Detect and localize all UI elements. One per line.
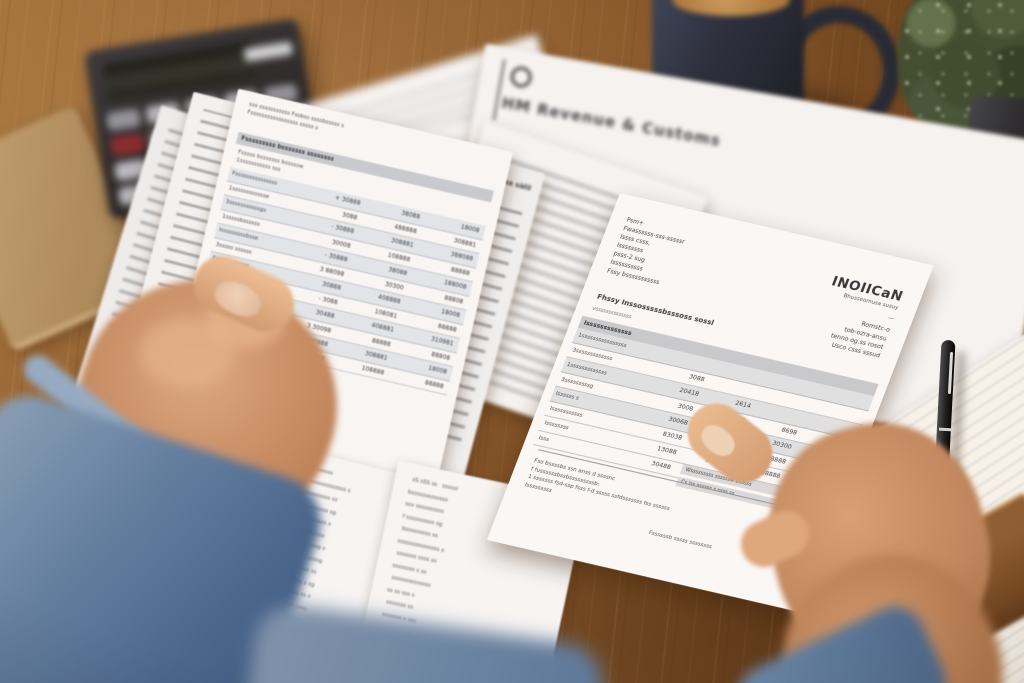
calculator-key	[105, 108, 142, 132]
calculator-key-red	[109, 133, 146, 157]
coffee-surface	[672, 0, 790, 16]
invoice-address-block: Psm+ Fwassssss-sss-sssssr Issss csss, Is…	[605, 216, 686, 286]
invoice-footer-note: Fssssssb sssss ssssssss	[647, 530, 713, 551]
invoice-title-block: INOIICaN Bhusseomusa susuy — Romstc-o to…	[808, 273, 905, 360]
crest-logo-icon	[509, 64, 534, 90]
